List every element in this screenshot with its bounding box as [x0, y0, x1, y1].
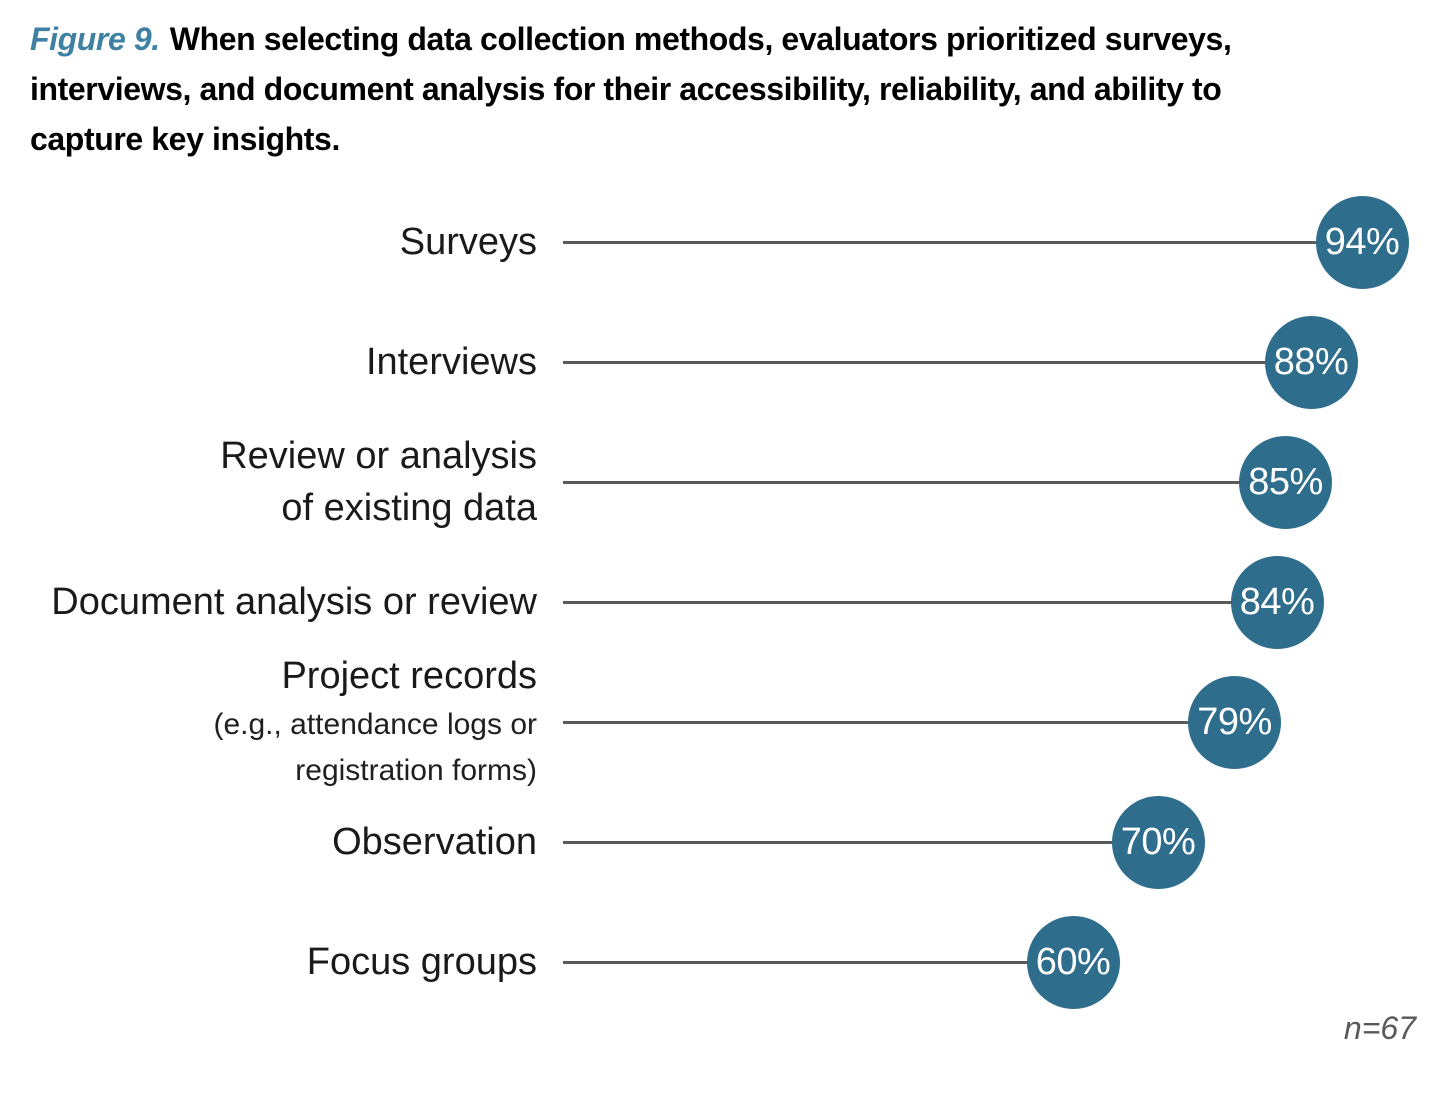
category-label: Review or analysis of existing data	[220, 430, 537, 534]
category-label: Interviews	[366, 336, 537, 388]
value-circle: 84%	[1230, 555, 1324, 649]
title-line-2: interviews, and document analysis for th…	[30, 71, 1222, 107]
category-label-line: Observation	[332, 821, 537, 863]
category-label-line: Document analysis or review	[51, 581, 537, 623]
value-circle: 79%	[1188, 675, 1281, 769]
category-label-subline: (e.g., attendance logs or	[213, 708, 537, 741]
category-label-line: Focus groups	[306, 941, 537, 983]
figure-number-label: Figure 9.	[30, 21, 160, 57]
value-circle: 94%	[1315, 195, 1409, 289]
connector-line	[563, 600, 1277, 604]
category-label: Focus groups	[307, 936, 537, 988]
category-label-line: Surveys	[399, 221, 537, 263]
value-circle: 60%	[1026, 915, 1120, 1009]
connector-line	[563, 240, 1362, 244]
connector-line	[563, 960, 1073, 964]
value-circle: 88%	[1264, 315, 1358, 409]
category-label-line: of existing data	[281, 487, 537, 529]
category-label: Observation	[332, 816, 537, 868]
connector-line	[563, 480, 1286, 484]
title-line-1: Figure 9. When selecting data collection …	[30, 14, 1426, 64]
category-label: Surveys	[400, 216, 537, 268]
category-label: Document analysis or review	[51, 576, 537, 628]
title-line-3: capture key insights.	[30, 121, 340, 157]
category-label: Project records (e.g., attendance logs or…	[213, 650, 537, 794]
figure-title: Figure 9. When selecting data collection …	[30, 14, 1426, 164]
category-label-line: Review or analysis	[220, 435, 537, 477]
connector-line	[563, 720, 1235, 724]
category-label-subline: registration forms)	[295, 754, 537, 787]
category-label-line: Project records	[281, 655, 537, 697]
sample-size-note: n=67	[1343, 1010, 1416, 1046]
value-circle: 85%	[1239, 435, 1332, 529]
value-circle: 70%	[1111, 795, 1205, 889]
connector-line	[563, 840, 1158, 844]
connector-line	[563, 360, 1311, 364]
title-text-line-1: When selecting data collection methods, …	[169, 21, 1232, 57]
category-label-line: Interviews	[365, 341, 537, 383]
